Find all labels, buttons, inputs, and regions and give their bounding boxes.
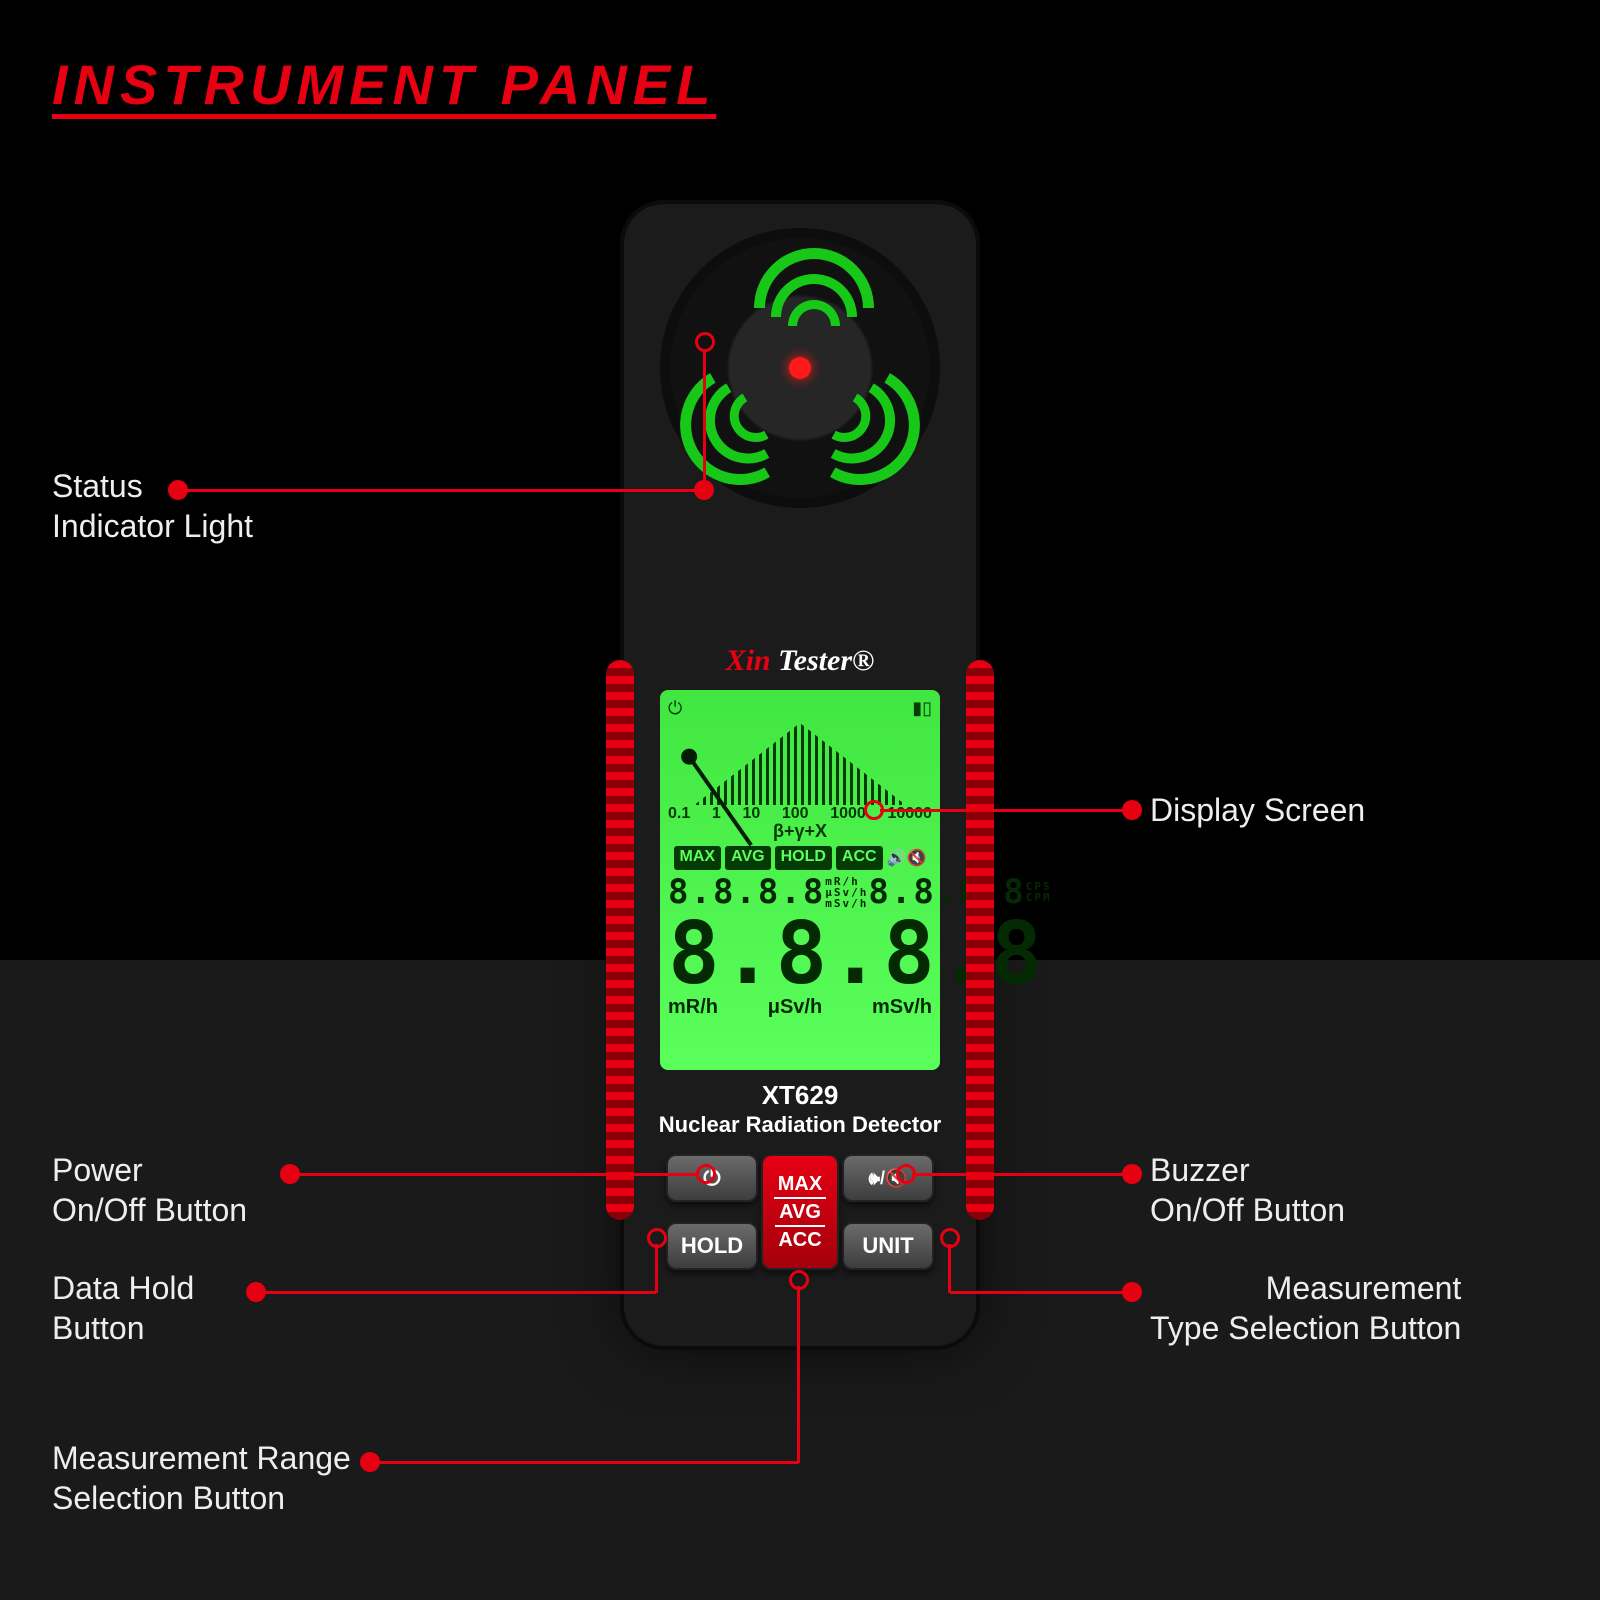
callout-dot [1122,1282,1142,1302]
range-acc: ACC [774,1227,825,1253]
callout-display: Display Screen [1150,790,1365,830]
callout-line [186,489,696,492]
unit-button[interactable]: UNIT [842,1222,934,1270]
callout-line [880,809,1124,812]
callout-range: Measurement Range Selection Button [52,1438,351,1518]
callout-status: Status Indicator Light [52,466,253,546]
mute-icon: 🔊🔇 [887,846,927,870]
callout-dot [168,480,188,500]
callout-line [298,1173,698,1176]
callout-dot [246,1282,266,1302]
callout-dot [864,800,884,820]
callout-line [797,1286,800,1463]
radiation-wing-right [790,350,954,514]
tag-hold: HOLD [775,846,832,870]
callout-line [655,1244,658,1293]
display-screen: ⏻ ▮▯ 0.1 1 10 100 1000 10000 β+γ+X MAX A… [660,690,940,1070]
scale-value: 10 [742,805,760,823]
unit-usvh: μSv/h [768,996,822,1019]
page-title: INSTRUMENT PANEL [52,52,716,117]
callout-line [950,1291,1124,1294]
brand-rest: Tester® [771,644,875,677]
scale-value: 10000 [887,805,932,823]
beta-label: β+γ+X [668,821,932,842]
callout-dot [1122,1164,1142,1184]
sensor-head [660,228,940,508]
model-number: XT629 [620,1080,980,1111]
tag-max: MAX [674,846,722,870]
brand-red: Xin [726,644,771,677]
scale-value: 0.1 [668,805,690,823]
callout-line [912,1173,1124,1176]
callout-buzzer: Buzzer On/Off Button [1150,1150,1345,1230]
readout-side-units: CPS CPM [1026,881,1052,903]
callout-dot [360,1452,380,1472]
radiation-wing-top [754,234,874,354]
status-indicator-light [789,357,811,379]
unit-mrh: mR/h [668,996,718,1019]
callout-line [703,350,706,490]
buzzer-button[interactable]: 🕪/🔇 [842,1154,934,1202]
device-body: Xin Tester® ⏻ ▮▯ 0.1 1 10 100 1000 10000… [620,200,980,1350]
callout-dot [647,1228,667,1248]
unit-label: UNIT [862,1233,913,1259]
device-subtitle: Nuclear Radiation Detector [620,1112,980,1138]
tag-avg: AVG [725,846,770,870]
scale-value: 1000 [830,805,866,823]
callout-dot [789,1270,809,1290]
callout-dot [695,332,715,352]
callout-dot [696,1164,716,1184]
analog-gauge [668,723,932,805]
tag-row: MAX AVG HOLD ACC 🔊🔇 [668,846,932,870]
unit-msvh: mSv/h [872,996,932,1019]
callout-dot [1122,800,1142,820]
callout-power: Power On/Off Button [52,1150,247,1230]
callout-dot [896,1164,916,1184]
callout-hold: Data Hold Button [52,1268,194,1348]
callout-dot [280,1164,300,1184]
power-icon: ⏻ [668,698,682,719]
unit-row: mR/h μSv/h mSv/h [668,996,932,1019]
hold-button[interactable]: HOLD [666,1222,758,1270]
range-max: MAX [774,1171,826,1199]
scale-value: 1 [712,805,721,823]
hold-label: HOLD [681,1233,743,1259]
callout-line [264,1291,656,1294]
callout-line [378,1461,798,1464]
callout-dot [940,1228,960,1248]
primary-readout: 8.8.8.8 [668,914,932,994]
battery-icon: ▮▯ [912,698,932,719]
tag-acc: ACC [836,846,883,870]
callout-line [948,1244,951,1293]
range-avg: AVG [775,1199,825,1227]
callout-unit: Measurement Type Selection Button [1150,1268,1461,1348]
brand-label: Xin Tester® [726,644,875,678]
range-button[interactable]: MAX AVG ACC [761,1154,839,1270]
